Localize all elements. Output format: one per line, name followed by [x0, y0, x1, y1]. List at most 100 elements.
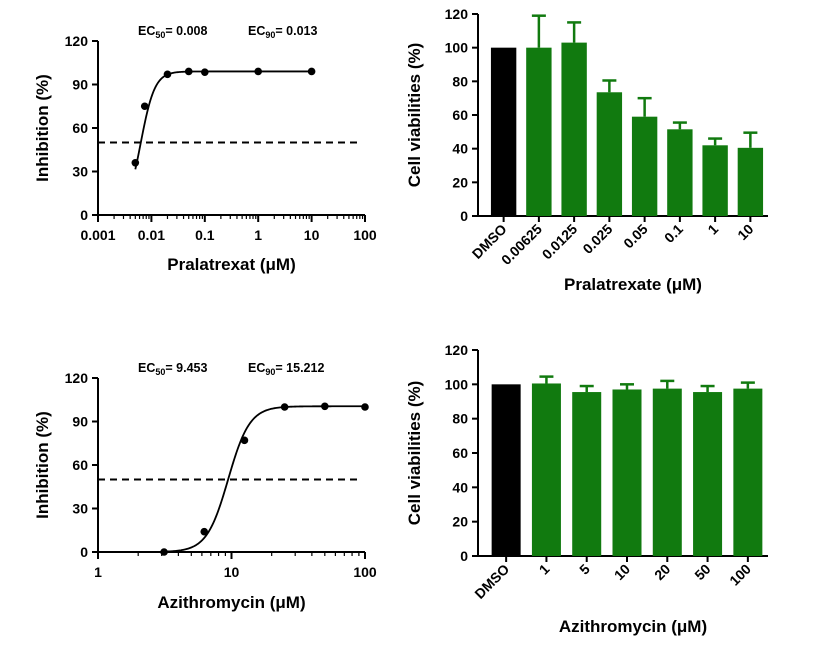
data-point	[201, 68, 209, 76]
x-tick-label: 10	[734, 221, 756, 243]
data-point	[131, 159, 140, 167]
ec50-label-subscript: 50	[155, 367, 165, 377]
x-tick-label: 10	[304, 227, 320, 243]
bar-dmso	[491, 384, 521, 556]
ec90-label-value: = 15.212	[275, 361, 324, 375]
ec50-label-subscript: 50	[155, 30, 165, 40]
y-tick-label: 30	[72, 164, 88, 180]
y-tick-label: 40	[452, 479, 468, 495]
x-tick-label: 0.1	[661, 221, 686, 246]
x-tick-label: 20	[651, 561, 673, 583]
ec90-label: EC90= 0.013	[248, 24, 317, 40]
x-tick-label: 10	[224, 564, 240, 580]
x-tick-label: 100	[726, 561, 754, 589]
x-tick-label: 0.025	[579, 221, 615, 257]
y-tick-label: 20	[452, 174, 468, 190]
x-tick-label: 0.0125	[539, 221, 581, 263]
ec50-label-main: EC	[138, 361, 155, 375]
y-tick-label: 0	[460, 208, 468, 224]
bar-0.025	[596, 92, 623, 216]
x-tick-label: 1	[254, 227, 262, 243]
y-tick-label: 40	[452, 141, 468, 157]
y-tick-label: 80	[452, 73, 468, 89]
bar-100	[733, 388, 763, 556]
data-point	[163, 70, 172, 79]
x-tick-label: 0.1	[195, 227, 215, 243]
fit-curve	[164, 405, 365, 553]
y-axis-title: Inhibition (%)	[33, 411, 52, 519]
y-axis-title: Cell viabilities (%)	[405, 381, 424, 526]
y-tick-label: 120	[65, 33, 89, 49]
ec50-label-value: = 9.453	[165, 361, 207, 375]
y-tick-label: 30	[72, 501, 88, 517]
y-axis-title: Inhibition (%)	[33, 74, 52, 182]
bar-20	[652, 388, 682, 556]
bar-50	[693, 392, 723, 556]
data-point	[240, 436, 249, 445]
y-tick-label: 0	[80, 544, 88, 560]
bar-5	[572, 392, 602, 556]
ec50-label: EC50= 9.453	[138, 361, 207, 377]
data-point	[200, 527, 209, 536]
ec50-label-main: EC	[138, 24, 155, 38]
ec90-label: EC90= 15.212	[248, 361, 324, 377]
y-tick-label: 90	[72, 77, 88, 93]
x-tick-label: 1	[704, 221, 721, 238]
y-tick-label: 120	[65, 370, 89, 386]
x-axis-title: Pralatrexat (μM)	[167, 255, 296, 274]
y-tick-label: 60	[452, 445, 468, 461]
y-tick-label: 20	[452, 514, 468, 530]
y-tick-label: 0	[80, 207, 88, 223]
y-tick-label: 60	[452, 107, 468, 123]
y-tick-label: 60	[72, 120, 88, 136]
ec90-label-value: = 0.013	[275, 24, 317, 38]
bar-0.00625	[526, 47, 552, 216]
x-tick-label: 0.01	[138, 227, 165, 243]
x-tick-label: 0.001	[80, 227, 115, 243]
y-tick-label: 0	[460, 548, 468, 564]
data-point	[307, 67, 316, 76]
x-axis-title: Azithromycin (μM)	[157, 593, 305, 612]
y-tick-label: 100	[445, 376, 469, 392]
fit-curve	[134, 70, 312, 170]
x-tick-label: 0.05	[620, 221, 651, 252]
x-tick-label: 100	[353, 564, 377, 580]
bar-1	[531, 383, 561, 556]
y-axis-title: Cell viabilities (%)	[405, 43, 424, 188]
bar-10	[612, 389, 642, 556]
chart-azithromycin-viability: 0 20 40 60 80 100 120 DMSO 1 5 10 20 50 100 Azithromyc…	[405, 342, 768, 636]
ec50-label: EC50= 0.008	[138, 24, 207, 40]
data-point	[140, 102, 149, 111]
ec90-label-subscript: 90	[265, 367, 275, 377]
x-tick-label: DMSO	[471, 561, 512, 602]
bar-0.0125	[561, 42, 587, 216]
data-point	[361, 403, 369, 411]
x-axis-title: Azithromycin (μM)	[559, 617, 707, 636]
y-tick-label: 90	[72, 414, 88, 430]
data-point	[254, 67, 262, 76]
bar-1	[702, 145, 728, 216]
y-tick-label: 120	[445, 342, 469, 358]
data-point	[280, 403, 289, 411]
bar-dmso	[490, 47, 517, 216]
ec90-label-subscript: 90	[265, 30, 275, 40]
y-tick-label: 100	[445, 40, 469, 56]
y-tick-label: 60	[72, 457, 88, 473]
x-tick-label: 1	[536, 561, 553, 578]
x-tick-label: 50	[691, 561, 713, 583]
ec50-label-value: = 0.008	[165, 24, 207, 38]
ec90-label-main: EC	[248, 24, 265, 38]
data-point	[160, 548, 168, 556]
y-tick-label: 80	[452, 411, 468, 427]
x-tick-label: 5	[576, 561, 593, 578]
x-tick-label: 1	[94, 564, 102, 580]
data-point	[184, 67, 193, 76]
y-tick-label: 120	[445, 6, 469, 22]
x-axis-title: Pralatrexate (μM)	[564, 275, 702, 294]
bar-0.1	[667, 129, 693, 216]
ec90-label-main: EC	[248, 361, 265, 375]
bar-10	[737, 147, 764, 216]
